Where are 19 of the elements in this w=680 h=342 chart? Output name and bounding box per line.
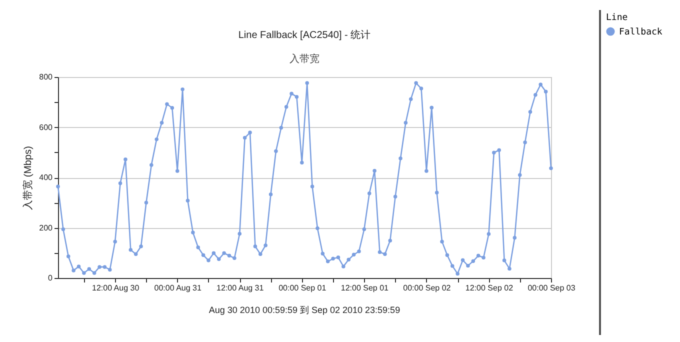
chart-title: Line Fallback [AC2540] - 统计 xyxy=(237,28,372,42)
y-tick-label: 600 xyxy=(39,122,54,132)
x-tick-label: 00:00 Sep 01 xyxy=(278,284,327,292)
chart-subtitle: 入带宽 xyxy=(288,52,320,66)
x-tick-label: 12:00 Aug 30 xyxy=(92,284,140,292)
y-tick-label: 800 xyxy=(39,72,54,82)
y-tick-label: 400 xyxy=(39,173,54,182)
legend-title: Line xyxy=(606,13,628,23)
x-tick-label: 00:00 Aug 31 xyxy=(154,284,202,292)
x-tick-label: 12:00 Sep 02 xyxy=(465,284,514,292)
legend-label: Fallback xyxy=(619,28,663,38)
x-tick-label: 12:00 Sep 01 xyxy=(340,284,390,292)
x-tick-label: 00:00 Sep 02 xyxy=(403,284,452,292)
y-axis-title: 入带宽 (Mbps) xyxy=(22,146,34,210)
x-tick-label: 12:00 Aug 31 xyxy=(216,284,264,292)
y-tick-label: 0 xyxy=(48,274,54,282)
x-tick-label: 00:00 Sep 03 xyxy=(528,284,576,292)
text: Aug 30 2010 00:59:59 到 Sep 02 2010 23:59:59 xyxy=(208,304,402,317)
y-tick-label: 200 xyxy=(39,223,54,232)
